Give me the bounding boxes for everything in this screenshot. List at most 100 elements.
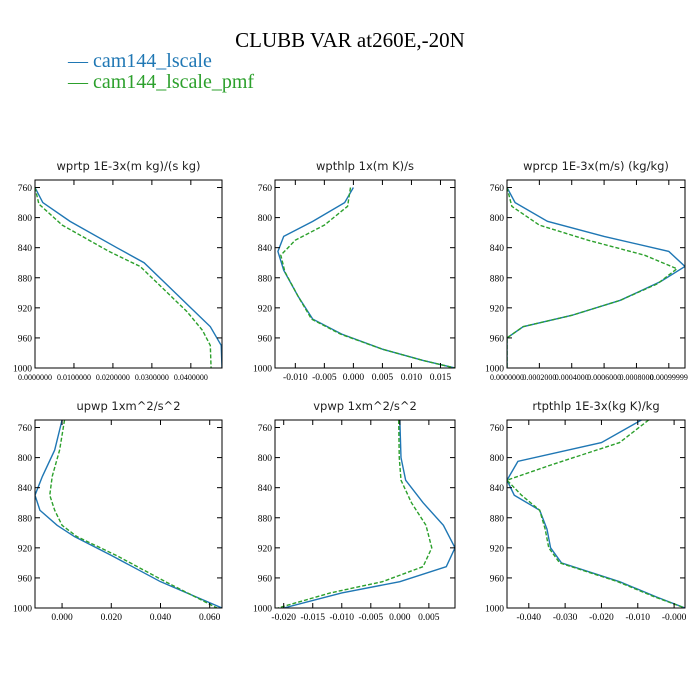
y-tick-label: 920 xyxy=(490,544,505,554)
y-tick-label: 920 xyxy=(258,544,273,554)
x-tick-label: -0.020 xyxy=(589,613,614,623)
plot-frame xyxy=(506,419,686,609)
x-tick-label: 0.0200000 xyxy=(96,373,130,382)
subplot-4: upwp 1xm^2/s^2 760 800 840 880 920 960 1000 0.00… xyxy=(13,399,223,623)
legend-entry-lscale-pmf: — cam144_lscale_pmf xyxy=(68,71,255,93)
y-tick-label: 880 xyxy=(18,274,33,284)
y-tick-label: 760 xyxy=(18,424,33,434)
y-tick-label: 840 xyxy=(490,244,505,254)
x-tick-label: -0.010 xyxy=(283,373,308,383)
x-tick-label: 0.0002000 xyxy=(522,373,556,382)
y-tick-label: 880 xyxy=(490,514,505,524)
x-tick-label: 0.0004000 xyxy=(555,373,589,382)
y-tick-label: 960 xyxy=(258,334,273,344)
x-tick-label: 0.0000000 xyxy=(490,373,524,382)
y-tick-label: 1000 xyxy=(13,365,32,375)
series-line-lscale xyxy=(283,420,455,608)
x-tick-label: 0.015 xyxy=(430,373,452,383)
y-tick-label: 840 xyxy=(490,484,505,494)
series-line-lscale xyxy=(507,420,685,608)
plot-frame xyxy=(506,179,686,369)
series-line-lscale-pmf xyxy=(280,187,455,368)
x-tick-label: -0.040 xyxy=(517,613,542,623)
x-tick-label: 0.000 xyxy=(389,613,411,623)
y-tick-label: 920 xyxy=(18,304,33,314)
y-tick-label: 800 xyxy=(490,214,505,224)
subplot-title: wprtp 1E-3x(m kg)/(s kg) xyxy=(57,159,201,173)
y-tick-label: 1000 xyxy=(485,605,504,615)
series-line-lscale-pmf xyxy=(49,420,218,608)
x-tick-label: -0.005 xyxy=(359,613,384,623)
y-tick-label: 1000 xyxy=(253,365,272,375)
y-tick-label: 920 xyxy=(490,304,505,314)
series-line-lscale xyxy=(507,187,685,368)
y-tick-label: 840 xyxy=(18,244,33,254)
x-tick-label: -0.005 xyxy=(312,373,337,383)
y-tick-label: 840 xyxy=(18,484,33,494)
y-tick-label: 840 xyxy=(258,244,273,254)
x-tick-label: 0.00099999 xyxy=(650,373,688,382)
x-tick-label: -0.010 xyxy=(626,613,651,623)
y-tick-label: 760 xyxy=(18,184,33,194)
y-tick-label: 880 xyxy=(258,514,273,524)
subplot-6: rtpthlp 1E-3x(kg K)/kg 760 800 840 880 920 960… xyxy=(485,399,687,623)
y-tick-label: 800 xyxy=(490,454,505,464)
series-line-lscale xyxy=(277,187,455,368)
x-tick-label: 0.020 xyxy=(101,613,123,623)
plot-frame xyxy=(34,179,223,369)
y-tick-label: 880 xyxy=(18,514,33,524)
x-tick-label: 0.000 xyxy=(51,613,73,623)
y-tick-label: 880 xyxy=(490,274,505,284)
subplot-title: vpwp 1xm^2/s^2 xyxy=(313,399,417,413)
x-tick-label: -0.010 xyxy=(330,613,355,623)
y-tick-label: 800 xyxy=(258,454,273,464)
x-tick-label: 0.040 xyxy=(150,613,172,623)
plot-frame xyxy=(274,419,456,609)
series-line-lscale-pmf xyxy=(507,187,679,368)
subplot-title: wpthlp 1x(m K)/s xyxy=(316,159,414,173)
y-tick-label: 760 xyxy=(490,424,505,434)
page-title: CLUBB VAR at260E,-20N xyxy=(235,28,465,52)
y-tick-label: 1000 xyxy=(13,605,32,615)
y-tick-label: 920 xyxy=(18,544,33,554)
y-tick-label: 800 xyxy=(18,454,33,464)
x-tick-label: 0.010 xyxy=(401,373,423,383)
legend-entry-lscale: — cam144_lscale xyxy=(68,50,212,72)
subplot-1: wprtp 1E-3x(m kg)/(s kg) 760 800 840 880 920 9… xyxy=(13,159,223,382)
y-tick-label: 800 xyxy=(258,214,273,224)
x-tick-label: 0.000 xyxy=(343,373,365,383)
series-line-lscale-pmf xyxy=(277,420,433,608)
x-tick-label: 0.0400000 xyxy=(174,373,208,382)
x-tick-label: -0.000 xyxy=(662,613,687,623)
x-tick-label: 0.0300000 xyxy=(135,373,169,382)
subplot-title: rtpthlp 1E-3x(kg K)/kg xyxy=(532,399,659,413)
subplot-2: wpthlp 1x(m K)/s 760 800 840 880 920 960 1000 -0… xyxy=(253,159,456,383)
y-tick-label: 1000 xyxy=(253,605,272,615)
series-line-lscale-pmf xyxy=(35,187,212,368)
y-tick-label: 840 xyxy=(258,484,273,494)
y-tick-label: 880 xyxy=(258,274,273,284)
x-tick-label: 0.005 xyxy=(418,613,440,623)
x-tick-label: -0.020 xyxy=(271,613,296,623)
x-tick-label: 0.0008000 xyxy=(619,373,653,382)
y-tick-label: 960 xyxy=(490,334,505,344)
plot-frame xyxy=(34,419,223,609)
series-line-lscale xyxy=(35,420,222,608)
y-tick-label: 960 xyxy=(18,574,33,584)
y-tick-label: 760 xyxy=(258,184,273,194)
subplot-3: wprcp 1E-3x(m/s) (kg/kg) 760 800 840 880 920 9… xyxy=(485,159,688,382)
y-tick-label: 960 xyxy=(18,334,33,344)
plot-frame xyxy=(274,179,456,369)
series-line-lscale xyxy=(35,187,222,368)
y-tick-label: 960 xyxy=(490,574,505,584)
x-tick-label: 0.0000000 xyxy=(18,373,52,382)
y-tick-label: 800 xyxy=(18,214,33,224)
y-tick-label: 1000 xyxy=(485,365,504,375)
x-tick-label: 0.0006000 xyxy=(587,373,621,382)
y-tick-label: 960 xyxy=(258,574,273,584)
subplot-title: upwp 1xm^2/s^2 xyxy=(76,399,180,413)
x-tick-label: 0.060 xyxy=(199,613,221,623)
y-tick-label: 920 xyxy=(258,304,273,314)
x-tick-label: 0.0100000 xyxy=(57,373,91,382)
